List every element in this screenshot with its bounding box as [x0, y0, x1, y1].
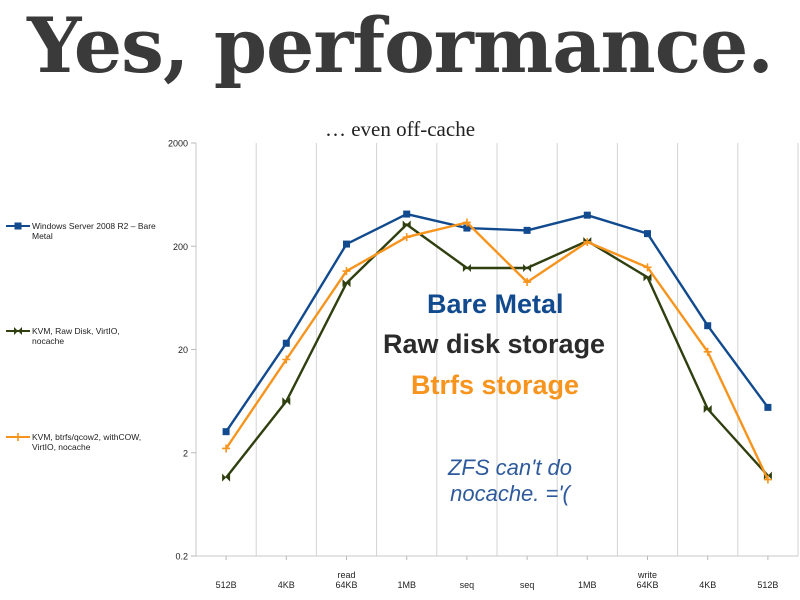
x-tick-label: 4KB — [699, 580, 716, 590]
marker-plus — [523, 278, 532, 287]
y-tick-label: 2 — [183, 448, 188, 458]
x-tick-label: 512B — [757, 580, 778, 590]
annotation-zfs-line1: ZFS can't do — [447, 455, 573, 480]
legend: Windows Server 2008 R2 – Bare Metal KVM, R… — [6, 221, 156, 452]
y-tick-label: 200 — [173, 242, 188, 252]
x-tick-label: seq — [520, 580, 535, 590]
annotation-bare-metal: Bare Metal — [427, 289, 564, 319]
marker-plus — [342, 267, 351, 276]
x-tick-label: read 64KB — [335, 570, 357, 590]
marker-square — [14, 222, 22, 230]
marker-plus — [583, 237, 592, 246]
series-line — [225, 223, 769, 479]
annotation-btrfs: Btrfs storage — [411, 370, 580, 400]
legend-label: KVM, btrfs/qcow2, withCOW, VirtIO, nocach… — [32, 432, 141, 452]
annotation-raw-disk: Raw disk storage — [383, 329, 606, 359]
legend-label: KVM, Raw Disk, VirtIO, nocache — [32, 326, 120, 346]
marker-bowtie — [703, 405, 712, 414]
marker-bowtie — [282, 397, 291, 406]
page-subtitle: … even off-cache — [324, 117, 476, 141]
marker-plus — [763, 475, 772, 484]
marker-square — [222, 428, 230, 436]
marker-bowtie — [462, 264, 471, 273]
marker-bowtie — [643, 273, 652, 282]
annotation-zfs: ZFS can't do nocache. ='( — [400, 455, 620, 507]
legend-label: Windows Server 2008 R2 – Bare Metal — [32, 221, 156, 241]
grid-lines — [195, 143, 799, 556]
y-tick-label: 20 — [178, 345, 188, 355]
marker-bowtie — [222, 473, 231, 482]
y-tick-label: 0.2 — [175, 552, 188, 562]
marker-square — [463, 224, 471, 232]
series-line — [225, 221, 769, 481]
marker-bowtie — [523, 264, 532, 273]
marker-plus — [462, 218, 471, 227]
marker-square — [282, 339, 290, 347]
x-tick-label: 1MB — [578, 580, 597, 590]
x-tick-label: write 64KB — [636, 570, 658, 590]
marker-square — [343, 240, 350, 248]
marker-plus — [402, 233, 411, 242]
x-tick-label: 4KB — [278, 580, 295, 590]
y-tick-label: 2000 — [168, 139, 188, 149]
marker-plus — [643, 263, 652, 272]
marker-plus — [14, 433, 22, 441]
x-tick-label: seq — [460, 580, 475, 590]
annotation-zfs-line2: nocache. ='( — [450, 481, 570, 506]
marker-square — [403, 210, 411, 218]
page-title: Yes, performance. — [27, 1, 774, 90]
marker-bowtie — [402, 220, 411, 229]
x-tick-label: 512B — [216, 580, 237, 590]
marker-square — [583, 211, 591, 219]
marker-plus — [222, 444, 231, 453]
marker-square — [704, 322, 712, 330]
marker-plus — [282, 355, 291, 364]
series-line — [225, 212, 769, 433]
x-tick-label: 1MB — [397, 580, 416, 590]
marker-square — [764, 403, 772, 411]
marker-plus — [703, 347, 712, 356]
marker-square — [523, 226, 531, 234]
series-lines — [222, 210, 772, 484]
marker-bowtie — [342, 279, 351, 288]
marker-bowtie — [14, 327, 22, 335]
axes: 0.2 2 20 200 2000 512B 4KB read 64KB 1MB seq seq 1MB… — [168, 139, 798, 590]
marker-square — [644, 230, 651, 238]
